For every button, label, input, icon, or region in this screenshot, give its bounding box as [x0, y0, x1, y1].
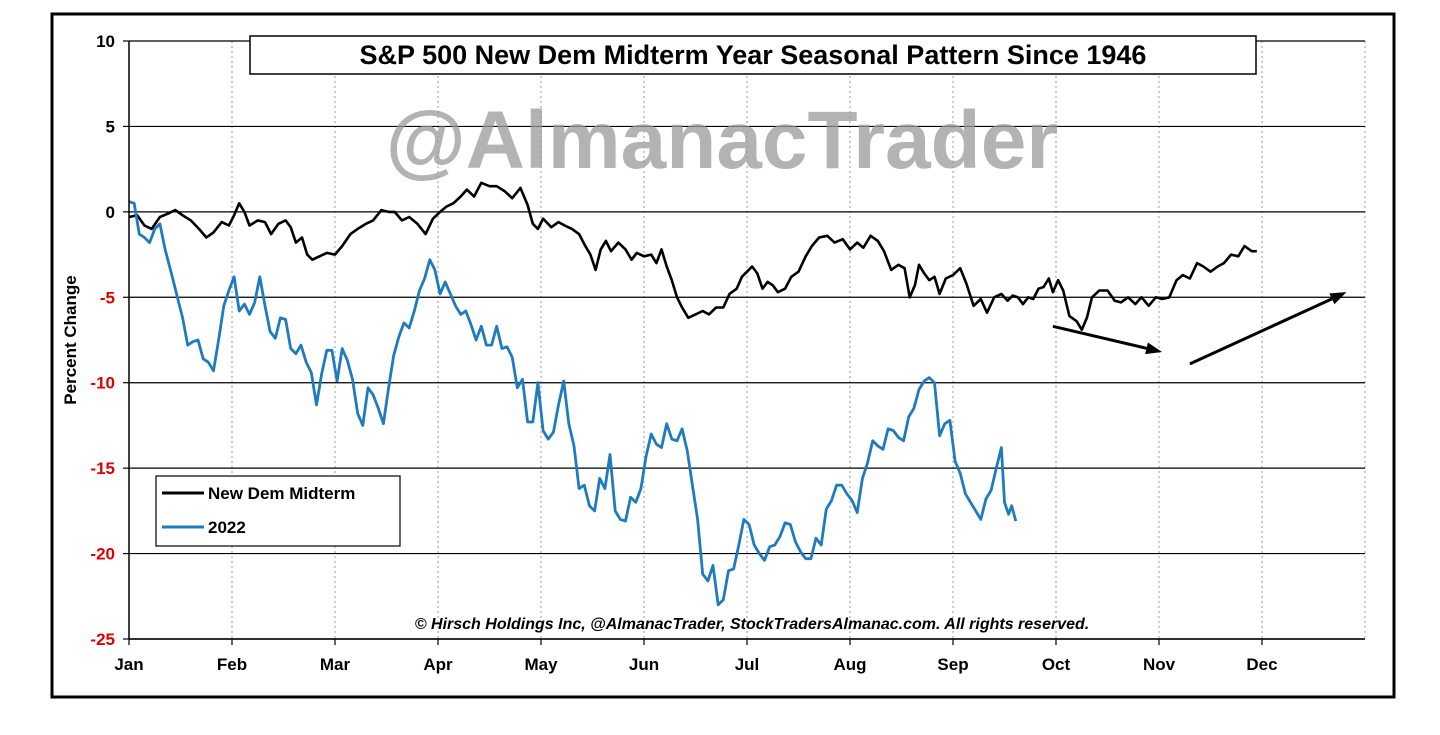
x-tick-label: May [524, 655, 558, 674]
chart-title: S&P 500 New Dem Midterm Year Seasonal Pa… [360, 40, 1147, 70]
outer-frame [50, 12, 1396, 699]
y-tick-label: 10 [96, 32, 115, 51]
y-tick-label: -25 [90, 630, 115, 649]
x-tick-label: Nov [1143, 655, 1176, 674]
x-tick-label: Mar [320, 655, 351, 674]
y-tick-label: -20 [90, 545, 115, 564]
series-layer [128, 181, 1257, 607]
arrow-shaft [1052, 324, 1147, 350]
x-tick-label: Jul [735, 655, 760, 674]
arrow-shaft [1189, 297, 1333, 366]
x-tick-label: Dec [1246, 655, 1277, 674]
watermark-text: @AlmanacTrader [386, 95, 1058, 186]
y-tick-label: 0 [106, 203, 115, 222]
x-tick-label: Aug [833, 655, 866, 674]
legend-box [155, 475, 401, 547]
legend: New Dem Midterm 2022 [155, 475, 401, 547]
title-box [249, 35, 1257, 75]
y-tick-label: -10 [90, 374, 115, 393]
series-line-2022 [128, 200, 1018, 607]
legend-label-2022: 2022 [208, 518, 246, 537]
copyright-note: © Hirsch Holdings Inc, @AlmanacTrader, S… [415, 616, 1089, 633]
arrow-head [1145, 342, 1163, 355]
series-line-new-dem-midterm [128, 181, 1257, 332]
x-tick-label: Feb [217, 655, 247, 674]
x-tick-label: Jan [114, 655, 143, 674]
arrow-head [1329, 292, 1347, 305]
axis-layer: 10 5 0 -5 -10 -15 -20 -25 Jan Feb Mar Apr May Jun Jul A… [90, 32, 1365, 674]
x-tick-label: Sep [937, 655, 968, 674]
y-axis-label: Percent Change [61, 275, 80, 404]
x-tick-label: Jun [629, 655, 659, 674]
y-tick-label: -15 [90, 459, 115, 478]
legend-label-new-dem-midterm: New Dem Midterm [208, 484, 355, 503]
y-tick-label: 5 [106, 117, 115, 136]
x-tick-label: Oct [1042, 655, 1071, 674]
x-tick-label: Apr [423, 655, 453, 674]
y-tick-label: -5 [100, 288, 115, 307]
annotation-layer [1052, 292, 1347, 366]
